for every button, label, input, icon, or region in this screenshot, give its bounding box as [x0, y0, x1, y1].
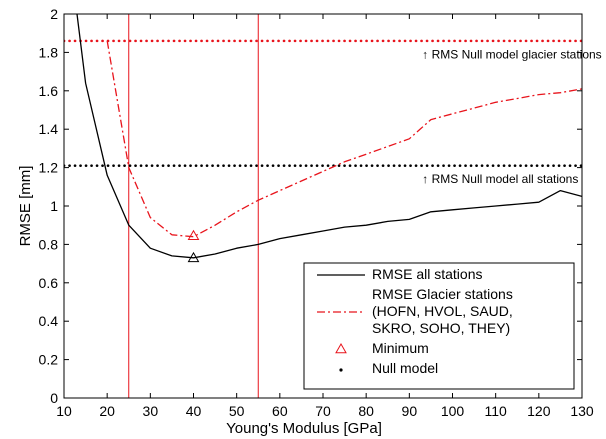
minimum-marker-2 — [187, 229, 200, 241]
null-model-label-1: ↑ RMS Null model glacier stations — [422, 47, 601, 61]
x-tick-label-10: 10 — [56, 403, 72, 419]
y-tick-label-1.8: 1.8 — [39, 44, 59, 60]
legend: RMSE all stations RMSE Glacier stations (H… — [303, 262, 575, 390]
x-tick-label-20: 20 — [99, 403, 115, 419]
series-line-2 — [106, 40, 582, 238]
x-tick-label-130: 130 — [570, 403, 594, 419]
x-tick-label-120: 120 — [527, 403, 551, 419]
legend-label-line: SKRO, SOHO, THEY) — [372, 320, 510, 336]
legend-label-line: RMSE Glacier stations — [372, 286, 513, 302]
x-tick-label-30: 30 — [143, 403, 159, 419]
y-tick-label-1.6: 1.6 — [39, 83, 59, 99]
y-tick-label-0.4: 0.4 — [39, 313, 59, 329]
y-tick-label-0: 0 — [50, 390, 58, 406]
legend-box — [303, 262, 575, 390]
y-tick-label-1: 1 — [50, 198, 58, 214]
x-tick-label-40: 40 — [186, 403, 202, 419]
y-tick-label-2: 2 — [50, 6, 58, 22]
legend-label-3: Minimum — [372, 340, 429, 356]
x-tick-label-60: 60 — [272, 403, 288, 419]
legend-label-2: RMSE Glacier stations (HOFN, HVOL, SAUD, S… — [372, 286, 513, 336]
x-axis-label: Young's Modulus [GPa] — [226, 420, 382, 437]
y-tick-label-1.2: 1.2 — [39, 160, 59, 176]
plot-content — [64, 14, 582, 398]
null-model-label-2: ↑ RMS Null model all stations — [422, 172, 578, 186]
x-tick-label-80: 80 — [358, 403, 374, 419]
y-tick-label-1.4: 1.4 — [39, 121, 59, 137]
y-tick-label-0.8: 0.8 — [39, 236, 59, 252]
minimum-marker-1 — [187, 251, 200, 263]
x-tick-label-90: 90 — [402, 403, 418, 419]
x-tick-label-110: 110 — [485, 403, 508, 419]
series-line-1 — [76, 14, 582, 259]
x-tick-label-70: 70 — [315, 403, 331, 419]
x-tick-label-100: 100 — [441, 403, 465, 419]
legend-symbol-4 — [339, 368, 343, 372]
y-axis-label: RMSE [mm] — [17, 166, 34, 247]
legend-label-4: Null model — [372, 360, 438, 376]
x-tick-label-50: 50 — [229, 403, 245, 419]
axes: 10 20 30 40 50 60 70 80 90 100 110 120 130 0 0.2 0.4 0.6… — [39, 6, 594, 419]
y-tick-label-0.2: 0.2 — [39, 352, 59, 368]
y-tick-label-0.6: 0.6 — [39, 275, 59, 291]
legend-label-1: RMSE all stations — [372, 266, 482, 282]
legend-label-line: RMSE all stations — [372, 266, 482, 282]
legend-symbol-3 — [335, 342, 347, 354]
legend-label-line: Minimum — [372, 340, 429, 356]
legend-label-line: Null model — [372, 360, 438, 376]
legend-label-line: (HOFN, HVOL, SAUD, — [372, 303, 513, 319]
plot-area: ↑ RMS Null model glacier stations ↑ RMS N… — [64, 14, 602, 398]
